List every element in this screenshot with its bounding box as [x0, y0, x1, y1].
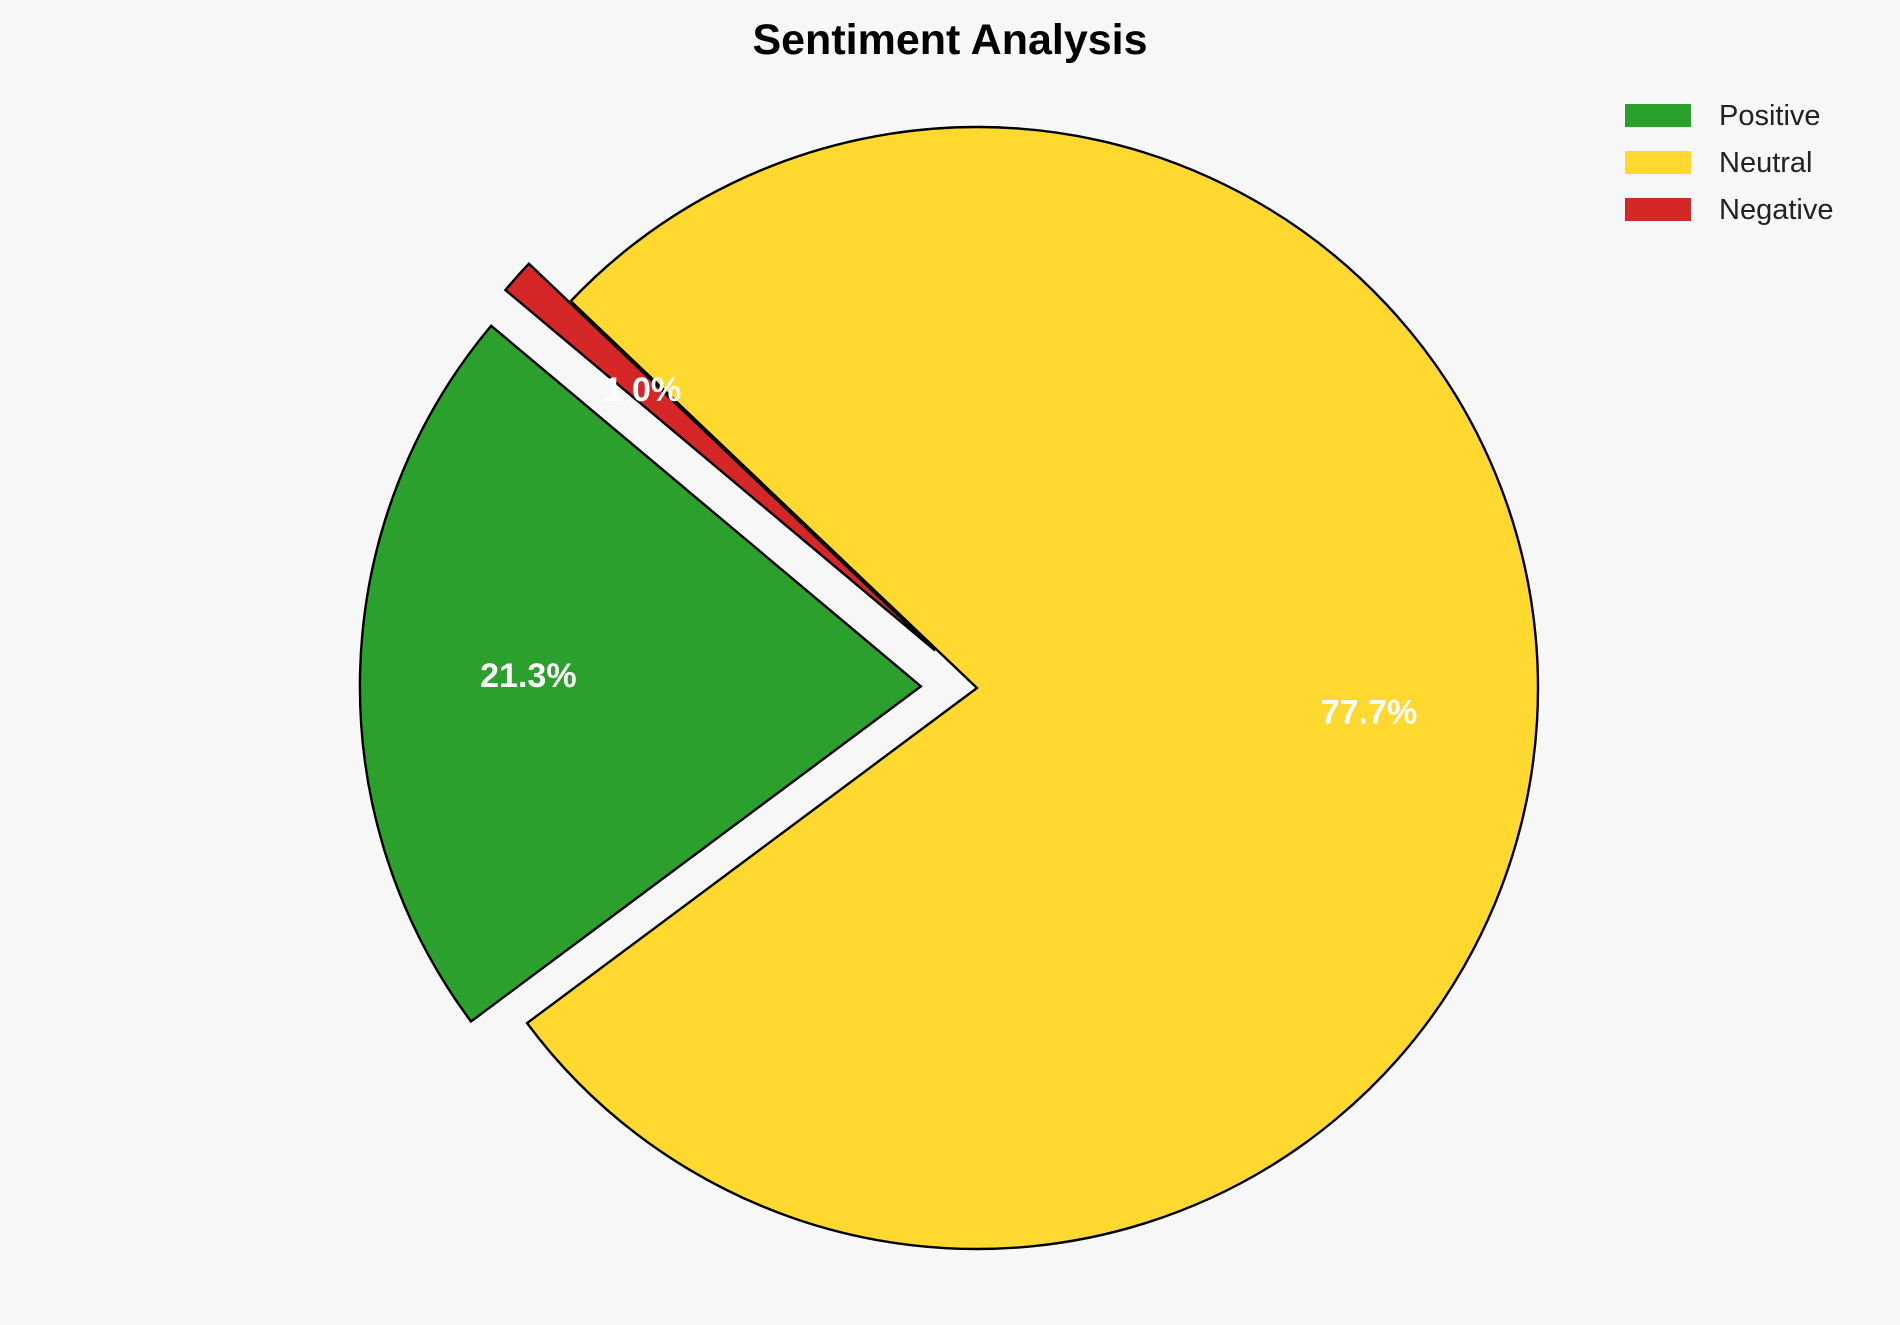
pie-slice-neutral: [525, 125, 1540, 1251]
pct-label-positive: 21.3%: [480, 657, 576, 695]
pct-label-neutral: 77.7%: [1321, 694, 1417, 732]
legend-swatch-neutral: [1625, 151, 1691, 174]
legend-swatch-positive: [1625, 104, 1691, 127]
legend-label-negative: Negative: [1719, 194, 1833, 226]
pct-label-negative: 1.0%: [604, 371, 682, 409]
legend-label-positive: Positive: [1719, 100, 1821, 132]
pie-slice-positive: [358, 324, 923, 1024]
pie-slice-negative: [503, 262, 937, 652]
chart-title: Sentiment Analysis: [752, 16, 1147, 64]
legend: Positive Neutral Negative: [1625, 100, 1833, 226]
legend-label-neutral: Neutral: [1719, 147, 1813, 179]
legend-swatch-negative: [1625, 198, 1691, 221]
